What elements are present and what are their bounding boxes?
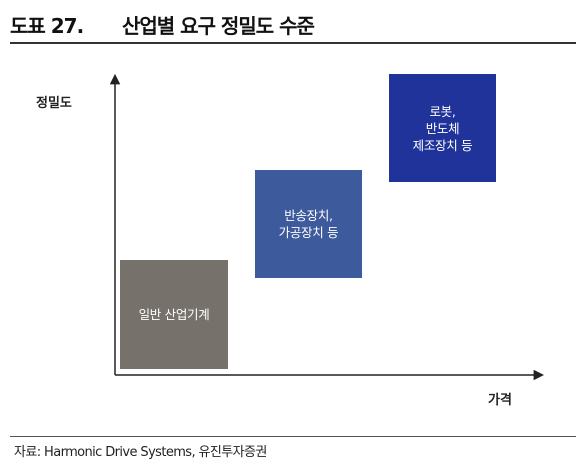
figure-title: 산업별 요구 정밀도 수준 xyxy=(122,14,315,38)
footer-divider xyxy=(10,436,576,437)
x-axis-label: 가격 xyxy=(488,393,512,408)
transfer-processing-equipment-box: 반송장치, 가공장치 등 xyxy=(255,170,362,278)
source-note: 자료: Harmonic Drive Systems, 유진투자증권 xyxy=(14,445,267,460)
robot-semiconductor-equipment-box: 로봇, 반도체 제조장치 등 xyxy=(389,74,496,182)
y-axis-label: 정밀도 xyxy=(36,96,72,111)
general-industrial-machinery-box: 일반 산업기계 xyxy=(120,260,228,369)
header-divider xyxy=(10,42,576,44)
figure-number: 도표 27. xyxy=(10,14,84,38)
figure-header: 도표 27. 산업별 요구 정밀도 수준 xyxy=(0,0,586,46)
